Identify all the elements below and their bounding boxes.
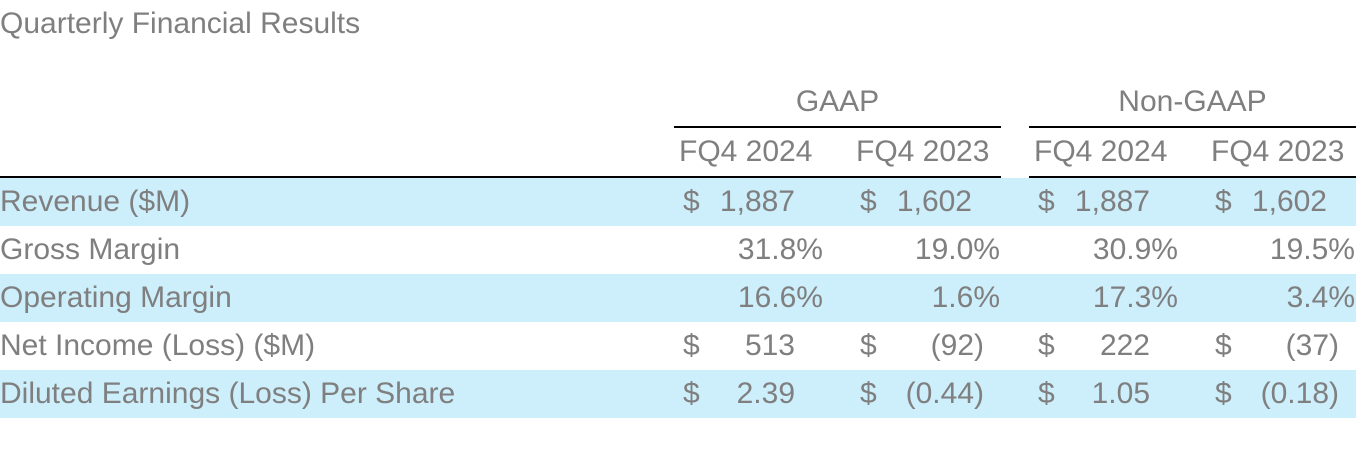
table-row: Gross Margin 31.8% 19.0% 30.9% 19.5% <box>0 226 1356 274</box>
group-header-gaap: GAAP <box>674 84 1001 128</box>
cell-value: 17.3% <box>1092 281 1178 314</box>
currency-symbol: $ <box>683 377 700 410</box>
currency-symbol: $ <box>1038 329 1055 362</box>
row-label: Revenue ($M) <box>0 185 191 218</box>
column-header-gaap-fq4-2023: FQ4 2023 <box>856 135 990 168</box>
cell-value: 513 <box>744 329 795 362</box>
cell-value: 16.6% <box>737 281 823 314</box>
cell-value: 1.05 <box>1091 377 1150 410</box>
row-label: Diluted Earnings (Loss) Per Share <box>0 377 456 410</box>
currency-symbol: $ <box>683 185 700 218</box>
table-row: Net Income (Loss) ($M) $513 $ (92) $222 $ (37) <box>0 322 1356 370</box>
currency-symbol: $ <box>1215 329 1232 362</box>
cell-value: (37) <box>1285 329 1339 362</box>
currency-symbol: $ <box>1038 185 1055 218</box>
header-divider <box>1029 176 1356 178</box>
currency-symbol: $ <box>1215 377 1232 410</box>
cell-value: 19.5% <box>1269 233 1355 266</box>
cell-value: 30.9% <box>1092 233 1178 266</box>
cell-value: (0.44) <box>905 377 984 410</box>
cell-value: 1,602 <box>1251 185 1327 218</box>
group-header-non-gaap: Non-GAAP <box>1029 84 1356 128</box>
cell-value: (0.18) <box>1260 377 1339 410</box>
cell-value: 19.0% <box>914 233 1000 266</box>
cell-value: 2.39 <box>736 377 795 410</box>
cell-value: 1,887 <box>719 185 795 218</box>
cell-value: 1,602 <box>896 185 972 218</box>
currency-symbol: $ <box>1215 185 1232 218</box>
row-label: Net Income (Loss) ($M) <box>0 329 316 362</box>
row-label: Operating Margin <box>0 281 232 314</box>
currency-symbol: $ <box>683 329 700 362</box>
table-row: Revenue ($M) $1,887 $1,602 $1,887 $1,602 <box>0 178 1356 226</box>
cell-value: 222 <box>1099 329 1150 362</box>
table-row: Operating Margin 16.6% 1.6% 17.3% 3.4% <box>0 274 1356 322</box>
row-label: Gross Margin <box>0 233 181 266</box>
cell-value: 1,887 <box>1074 185 1150 218</box>
cell-value: (92) <box>930 329 984 362</box>
currency-symbol: $ <box>860 329 877 362</box>
cell-value: 1.6% <box>931 281 1000 314</box>
currency-symbol: $ <box>860 377 877 410</box>
cell-value: 3.4% <box>1286 281 1355 314</box>
currency-symbol: $ <box>1038 377 1055 410</box>
column-header-nongaap-fq4-2024: FQ4 2024 <box>1034 135 1168 168</box>
header-divider <box>0 176 1001 178</box>
page-title: Quarterly Financial Results <box>0 7 361 40</box>
column-header-gaap-fq4-2024: FQ4 2024 <box>679 135 813 168</box>
column-header-nongaap-fq4-2023: FQ4 2023 <box>1211 135 1345 168</box>
currency-symbol: $ <box>860 185 877 218</box>
table-row: Diluted Earnings (Loss) Per Share $2.39 $ (… <box>0 370 1356 418</box>
cell-value: 31.8% <box>737 233 823 266</box>
